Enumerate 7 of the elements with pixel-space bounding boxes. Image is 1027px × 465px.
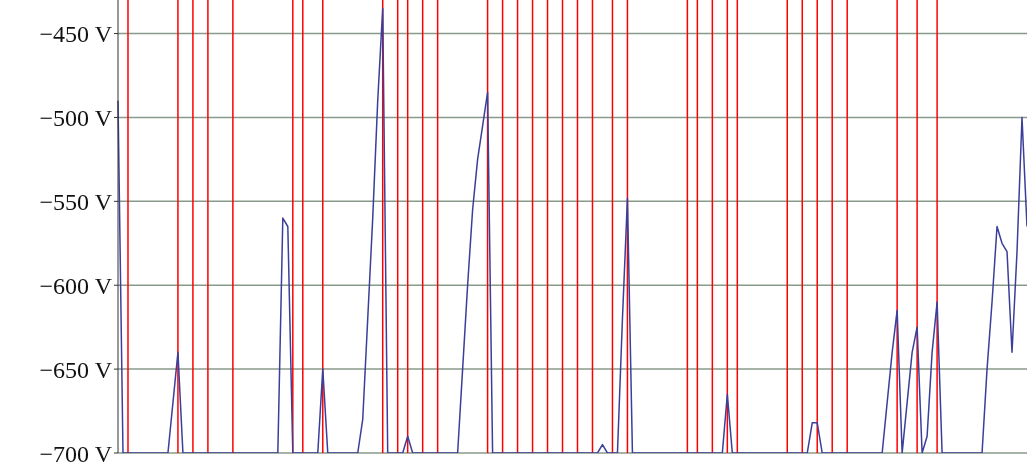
y-tick-label: −650 V: [39, 356, 113, 383]
line-series: [117, 7, 1027, 453]
y-tick-label: −550 V: [39, 188, 113, 215]
y-tick-label: −600 V: [39, 272, 113, 299]
y-tick-label: −500 V: [39, 104, 113, 131]
y-tick-label: −700 V: [39, 440, 113, 465]
y-tick-label: −450 V: [39, 21, 113, 48]
